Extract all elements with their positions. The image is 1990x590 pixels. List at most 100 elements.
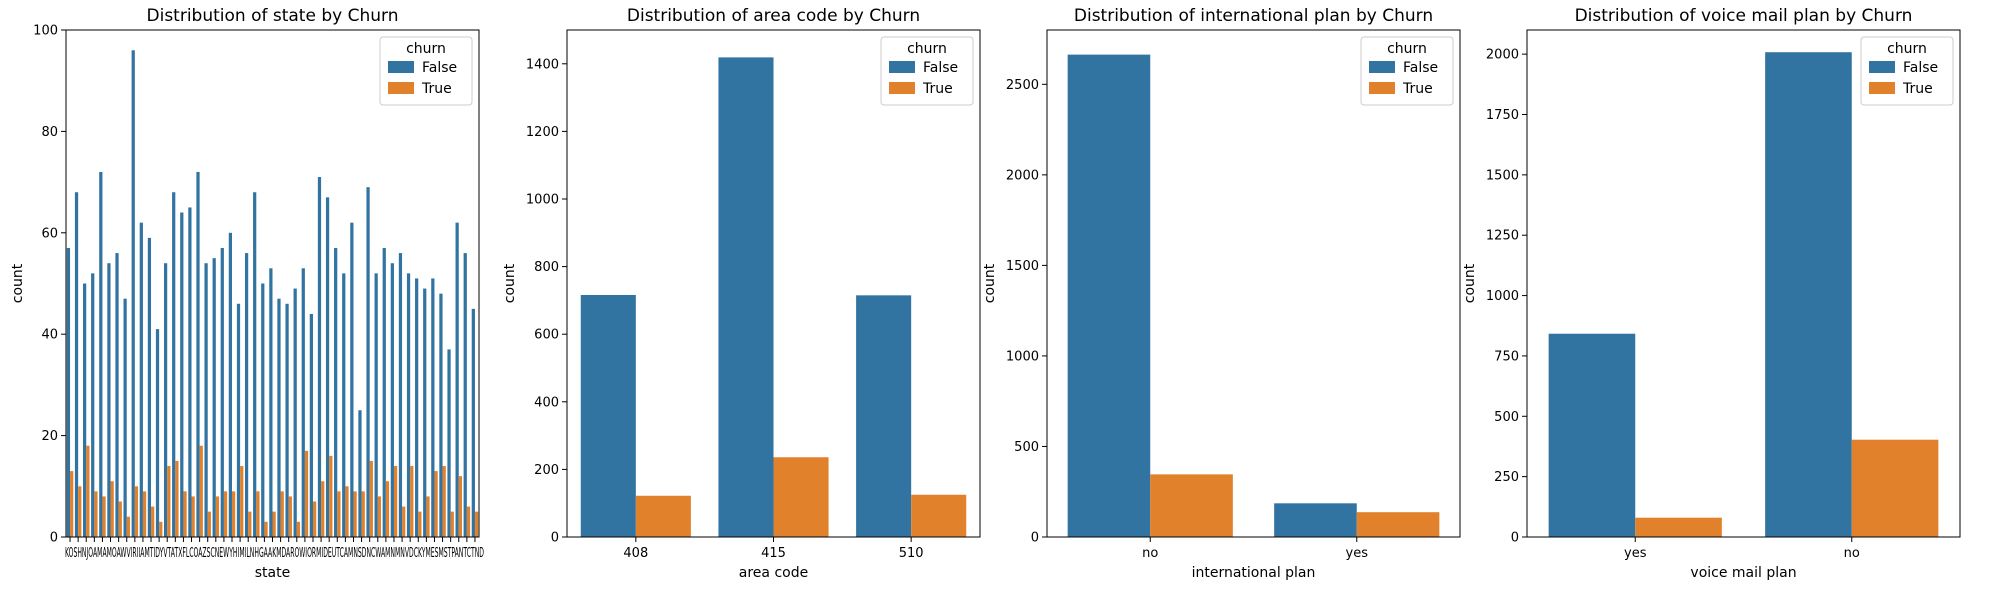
bar-true-46 <box>442 466 446 537</box>
bar-true-22 <box>248 511 252 537</box>
bar-true-0 <box>1635 517 1722 537</box>
bar-true-11 <box>159 521 163 537</box>
bar-false-12 <box>163 263 168 537</box>
legend: churn False True <box>880 36 974 106</box>
bar-false-5 <box>107 263 111 537</box>
bar-false-42 <box>406 273 411 537</box>
bar-true-43 <box>418 511 422 537</box>
bar-false-49 <box>463 253 467 537</box>
y-tick-label: 1000 <box>526 193 559 208</box>
legend-swatch-true <box>388 82 414 94</box>
x-axis-label: international plan <box>1192 565 1316 581</box>
bar-true-34 <box>345 486 349 537</box>
bar-true-14 <box>183 491 187 537</box>
bar-true-19 <box>223 491 228 537</box>
bar-true-40 <box>393 466 398 537</box>
bar-true-2 <box>911 494 967 537</box>
y-tick-label: 500 <box>1494 410 1519 425</box>
x-tick-label: yes <box>1346 546 1369 561</box>
y-tick-label: 0 <box>551 531 559 546</box>
bar-false-6 <box>115 253 119 537</box>
legend: churn False True <box>1360 36 1454 106</box>
y-tick-label: 1750 <box>1486 108 1519 123</box>
bar-false-0 <box>1548 333 1636 537</box>
x-tick-label: 415 <box>761 546 786 561</box>
bar-false-21 <box>236 303 241 537</box>
bar-false-48 <box>455 222 459 537</box>
y-tick-label: 20 <box>41 429 58 444</box>
chart-title: Distribution of voice mail plan by Churn <box>1575 6 1913 26</box>
bar-false-1 <box>1274 503 1357 537</box>
chart-panel-0: 0 20 40 60 80 100 KOSHNJOAMAMOAWVIRIIAMTIDYVTA… <box>10 6 484 581</box>
x-tick-label: no <box>1142 546 1158 561</box>
bar-false-31 <box>317 177 322 537</box>
y-tick-label: 500 <box>1014 440 1039 455</box>
bar-true-31 <box>321 481 325 537</box>
bar-true-13 <box>175 460 179 537</box>
legend-label-true: True <box>421 81 452 97</box>
legend-label-true: True <box>1402 81 1433 97</box>
bar-false-1 <box>1765 52 1852 538</box>
bar-false-0 <box>66 248 71 537</box>
bar-false-27 <box>285 303 289 537</box>
bar-false-19 <box>220 248 224 537</box>
y-tick-label: 2500 <box>1006 78 1039 93</box>
bar-true-4 <box>102 496 106 537</box>
bar-true-27 <box>288 496 292 537</box>
bar-true-32 <box>329 455 333 537</box>
bar-true-8 <box>134 486 139 537</box>
legend-title: churn <box>1387 41 1427 57</box>
bar-false-40 <box>390 263 394 537</box>
bar-false-2 <box>83 283 87 537</box>
bar-false-9 <box>139 222 143 537</box>
bar-false-8 <box>131 50 135 537</box>
chart-title: Distribution of state by Churn <box>147 6 399 26</box>
legend-swatch-false <box>1869 61 1895 73</box>
y-tick-label: 750 <box>1494 349 1519 364</box>
bar-true-16 <box>199 445 203 537</box>
legend-title: churn <box>907 41 947 57</box>
bar-true-5 <box>110 481 114 537</box>
legend-label-false: False <box>1403 60 1438 76</box>
y-axis-label: count <box>502 263 518 303</box>
bar-false-2 <box>856 295 912 537</box>
y-tick-label: 250 <box>1494 470 1519 485</box>
bar-false-1 <box>718 57 774 537</box>
bar-false-37 <box>366 187 370 538</box>
bar-false-4 <box>99 171 103 537</box>
y-tick-label: 200 <box>534 463 559 478</box>
bar-true-12 <box>167 466 171 537</box>
bar-true-21 <box>240 466 244 537</box>
bar-true-44 <box>426 496 430 537</box>
legend-label-false: False <box>422 60 457 76</box>
y-tick-label: 1500 <box>1486 168 1519 183</box>
bar-true-50 <box>474 511 479 537</box>
bar-false-26 <box>277 298 281 537</box>
bar-true-47 <box>450 511 454 537</box>
y-tick-label: 1500 <box>1006 259 1039 274</box>
legend-title: churn <box>1887 41 1927 57</box>
y-tick-label: 40 <box>41 328 58 343</box>
bar-false-10 <box>147 237 152 537</box>
bar-false-38 <box>374 273 378 537</box>
y-tick-label: 1200 <box>526 125 559 140</box>
bar-true-48 <box>458 476 462 537</box>
bar-false-25 <box>269 268 273 537</box>
legend-label-true: True <box>922 81 953 97</box>
y-axis-label: count <box>1462 263 1478 303</box>
legend-label-false: False <box>1903 60 1938 76</box>
legend: churn False True <box>1860 36 1954 106</box>
bar-true-1 <box>1851 439 1939 537</box>
bar-true-25 <box>272 511 276 537</box>
x-tick-label: yes <box>1624 546 1647 561</box>
bar-false-1 <box>74 192 79 538</box>
bar-true-15 <box>191 496 195 537</box>
bar-true-37 <box>369 460 373 537</box>
y-tick-label: 100 <box>33 24 58 39</box>
legend-swatch-false <box>1369 61 1395 73</box>
bar-true-6 <box>118 501 122 537</box>
x-axis-label: area code <box>739 565 808 581</box>
y-tick-label: 1000 <box>1006 349 1039 364</box>
bar-false-39 <box>382 248 386 537</box>
